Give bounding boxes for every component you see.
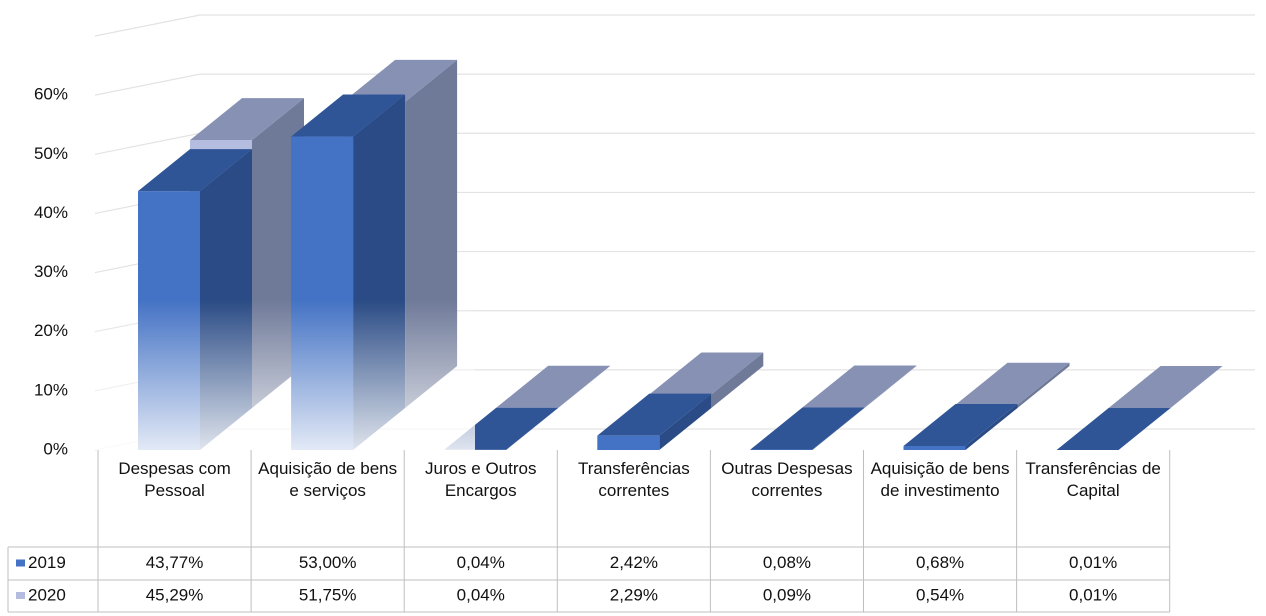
bar bbox=[802, 365, 917, 408]
bar-top bbox=[496, 365, 611, 408]
data-label: 2,29% bbox=[610, 585, 658, 604]
data-label: 0,09% bbox=[763, 585, 811, 604]
category-cell: Juros e Outros Encargos bbox=[424, 459, 537, 500]
bar-front bbox=[597, 435, 660, 450]
category-cell: Aquisição de bens e serviços bbox=[258, 459, 398, 500]
x-tick-label: Transferências de Capital bbox=[1025, 459, 1161, 500]
legend-swatch bbox=[16, 592, 25, 599]
legend-label: 2020 bbox=[28, 585, 66, 604]
bar-side bbox=[812, 407, 865, 450]
data-label: 0,08% bbox=[763, 553, 811, 572]
bar-side bbox=[506, 407, 559, 450]
y-tick-label: 50% bbox=[34, 144, 68, 163]
data-label: 51,75% bbox=[299, 585, 357, 604]
bar bbox=[496, 365, 611, 408]
y-tick-label: 30% bbox=[34, 262, 68, 281]
bar-side bbox=[1017, 362, 1070, 408]
bar-side bbox=[558, 365, 611, 408]
bar-side bbox=[711, 352, 764, 408]
y-tick-label: 10% bbox=[34, 380, 68, 399]
legend-swatch bbox=[16, 559, 25, 567]
data-label: 0,54% bbox=[916, 585, 964, 604]
bar-side bbox=[659, 393, 712, 450]
data-label: 0,68% bbox=[916, 553, 964, 572]
bar-top bbox=[802, 365, 917, 408]
grid-line bbox=[94, 14, 1255, 37]
bar-side bbox=[1118, 407, 1171, 450]
bar-side bbox=[1170, 365, 1223, 408]
bar bbox=[597, 393, 712, 450]
bar-top bbox=[190, 98, 304, 141]
category-cell: Despesas com Pessoal bbox=[118, 459, 231, 500]
bar-top bbox=[138, 149, 252, 192]
bar-top bbox=[1108, 365, 1223, 408]
x-tick-label: Outras Despesas correntes bbox=[721, 459, 853, 500]
bar-top bbox=[343, 59, 458, 102]
data-label: 43,77% bbox=[146, 553, 204, 572]
data-label: 0,04% bbox=[457, 585, 505, 604]
data-label: 0,04% bbox=[457, 553, 505, 572]
bar-side bbox=[965, 403, 1018, 450]
category-cell: Transferências de Capital bbox=[1025, 459, 1161, 500]
bar-front bbox=[903, 445, 966, 450]
category-cell: Outras Despesas correntes bbox=[721, 459, 853, 500]
floor-fade bbox=[95, 300, 475, 450]
y-tick-label: 40% bbox=[34, 203, 68, 222]
grid-line bbox=[94, 73, 1255, 96]
data-label: 0,01% bbox=[1069, 585, 1117, 604]
bar-top bbox=[903, 403, 1018, 446]
category-cell: Transferências correntes bbox=[577, 459, 690, 500]
data-label: 53,00% bbox=[299, 553, 357, 572]
bar bbox=[1056, 407, 1171, 450]
bar-top bbox=[291, 94, 406, 137]
data-label: 2,42% bbox=[610, 553, 658, 572]
bar-top bbox=[750, 407, 865, 450]
x-tick-label: Aquisição de bens de investimento bbox=[870, 459, 1010, 500]
legend-label: 2019 bbox=[28, 553, 66, 572]
category-cell: Aquisição de bens de investimento bbox=[870, 459, 1010, 500]
x-tick-label: Transferências correntes bbox=[577, 459, 690, 500]
bar-top bbox=[1056, 407, 1171, 450]
y-tick-label: 20% bbox=[34, 321, 68, 340]
bar-top bbox=[955, 362, 1070, 405]
bar-top bbox=[597, 393, 712, 436]
data-label: 0,01% bbox=[1069, 553, 1117, 572]
bar bbox=[750, 407, 865, 450]
data-label: 45,29% bbox=[146, 585, 204, 604]
bar-side bbox=[864, 365, 917, 408]
x-tick-label: Aquisição de bens e serviços bbox=[258, 459, 398, 500]
x-tick-label: Despesas com Pessoal bbox=[118, 459, 231, 500]
y-tick-label: 0% bbox=[43, 439, 68, 458]
x-tick-label: Juros e Outros Encargos bbox=[424, 459, 537, 500]
bar-top bbox=[649, 352, 764, 395]
bar bbox=[1108, 365, 1223, 408]
y-tick-label: 60% bbox=[34, 85, 68, 104]
bar bbox=[903, 403, 1018, 450]
